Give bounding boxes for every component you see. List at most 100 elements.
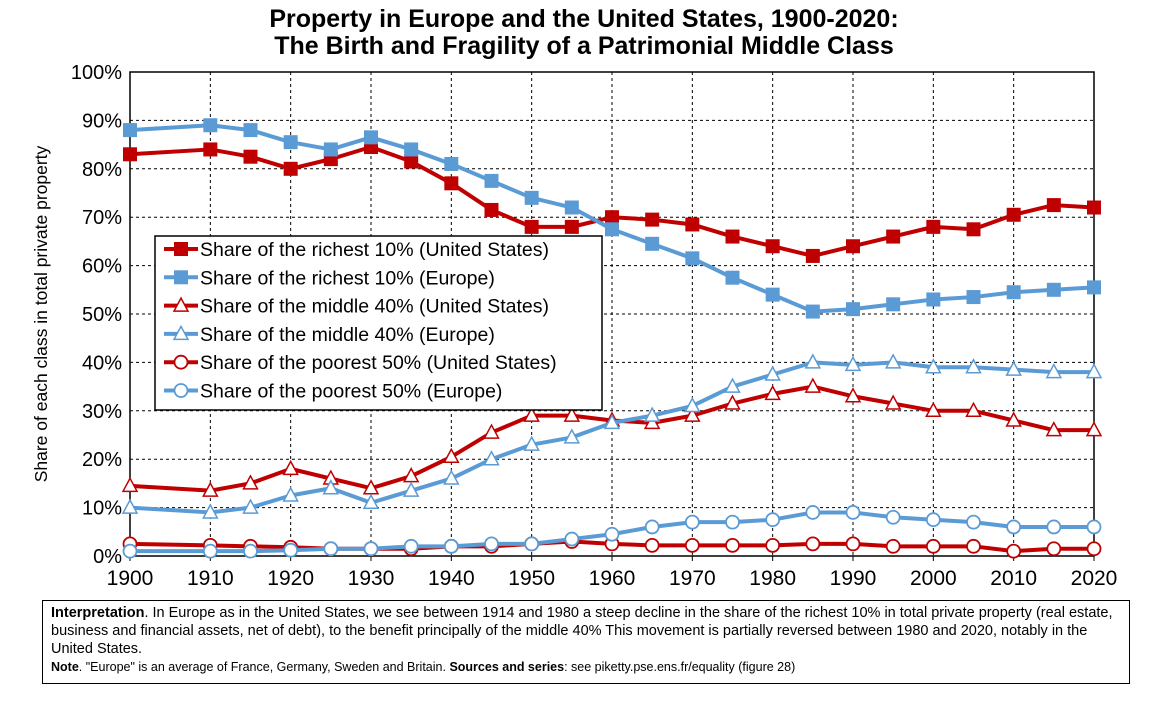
data-point: [1007, 545, 1020, 558]
data-point: [485, 174, 498, 187]
data-point: [686, 539, 699, 552]
y-tick-label: 90%: [82, 110, 122, 132]
data-point: [124, 148, 137, 161]
legend-label: Share of the middle 40% (United States): [200, 296, 549, 318]
data-point: [726, 539, 739, 552]
line-chart: 0%10%20%30%40%50%60%70%80%90%100%1900 191…: [0, 0, 1168, 600]
x-tick-label: 1900: [107, 567, 154, 590]
x-tick-label: 1910: [187, 567, 234, 590]
data-point: [726, 516, 739, 529]
data-point: [766, 240, 779, 253]
data-point: [1007, 286, 1020, 299]
data-point: [1047, 283, 1060, 296]
data-point: [525, 537, 538, 550]
note-text: . "Europe" is an average of France, Germ…: [79, 660, 450, 674]
data-point: [927, 293, 940, 306]
sources-label: Sources and series: [449, 660, 564, 674]
x-tick-label: 1980: [749, 567, 796, 590]
data-point: [1088, 201, 1101, 214]
data-point: [1047, 520, 1060, 533]
data-point: [927, 220, 940, 233]
x-tick-label: 1920: [267, 567, 314, 590]
data-point: [124, 545, 137, 558]
x-tick-label: 1970: [669, 567, 716, 590]
data-point: [887, 511, 900, 524]
data-point: [967, 516, 980, 529]
data-point: [1088, 520, 1101, 533]
data-point: [284, 461, 298, 474]
x-tick-label: 1990: [830, 567, 877, 590]
legend-label: Share of the richest 10% (Europe): [200, 267, 495, 289]
interpretation-label: Interpretation: [51, 605, 144, 621]
legend-marker: [175, 384, 188, 397]
x-tick-label: 1940: [428, 567, 475, 590]
y-tick-label: 20%: [82, 449, 122, 471]
sources-note: Note. "Europe" is an average of France, …: [51, 658, 1121, 676]
x-tick-label: 2020: [1071, 567, 1118, 590]
y-tick-label: 60%: [82, 256, 122, 278]
data-point: [485, 203, 498, 216]
data-point: [324, 143, 337, 156]
legend-marker: [175, 356, 188, 369]
data-point: [244, 545, 257, 558]
data-point: [244, 124, 257, 137]
data-point: [646, 213, 659, 226]
data-point: [847, 506, 860, 519]
sources-text: : see piketty.pse.ens.fr/equality (figur…: [564, 660, 795, 674]
data-point: [726, 271, 739, 284]
interpretation-note: Interpretation. In Europe as in the Unit…: [51, 604, 1121, 658]
data-point: [766, 513, 779, 526]
data-point: [686, 516, 699, 529]
legend-label: Share of the richest 10% (United States): [200, 239, 549, 261]
data-point: [445, 540, 458, 553]
data-point: [565, 220, 578, 233]
data-point: [686, 218, 699, 231]
data-point: [927, 540, 940, 553]
x-tick-label: 2000: [910, 567, 957, 590]
data-point: [967, 540, 980, 553]
data-point: [204, 143, 217, 156]
data-point: [967, 223, 980, 236]
data-point: [806, 305, 819, 318]
data-point: [1047, 542, 1060, 555]
data-point: [1088, 281, 1101, 294]
data-point: [967, 291, 980, 304]
data-point: [806, 506, 819, 519]
y-tick-label: 100%: [71, 62, 122, 84]
y-tick-label: 0%: [93, 546, 122, 568]
data-point: [565, 533, 578, 546]
data-point: [887, 230, 900, 243]
data-point: [485, 537, 498, 550]
notes-box: Interpretation. In Europe as in the Unit…: [42, 600, 1130, 684]
data-point: [646, 520, 659, 533]
data-point: [766, 539, 779, 552]
data-point: [606, 211, 619, 224]
y-tick-label: 70%: [82, 207, 122, 229]
data-point: [847, 303, 860, 316]
y-tick-label: 30%: [82, 401, 122, 423]
data-point: [1007, 520, 1020, 533]
data-point: [365, 542, 378, 555]
data-point: [284, 162, 297, 175]
data-point: [525, 220, 538, 233]
data-point: [244, 150, 257, 163]
legend-marker: [175, 271, 188, 284]
data-point: [284, 136, 297, 149]
data-point: [606, 223, 619, 236]
legend-label: Share of the poorest 50% (Europe): [200, 381, 502, 403]
data-point: [887, 540, 900, 553]
y-tick-label: 40%: [82, 352, 122, 374]
data-point: [445, 157, 458, 170]
legend-label: Share of the poorest 50% (United States): [200, 352, 557, 374]
x-tick-label: 1930: [348, 567, 395, 590]
data-point: [806, 249, 819, 262]
data-point: [646, 539, 659, 552]
data-point: [405, 143, 418, 156]
data-point: [405, 540, 418, 553]
data-point: [284, 544, 297, 557]
data-point: [806, 537, 819, 550]
data-point: [204, 119, 217, 132]
data-point: [405, 155, 418, 168]
legend: Share of the richest 10% (United States)…: [155, 236, 602, 410]
data-point: [726, 230, 739, 243]
